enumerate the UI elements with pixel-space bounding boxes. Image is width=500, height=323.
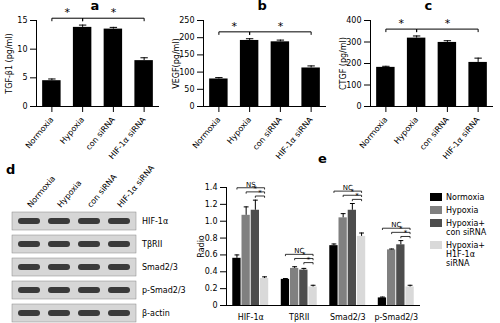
svg-text:Hypoxia: Hypoxia [58,115,86,146]
svg-text:Hypoxia: Hypoxia [225,115,253,146]
html-text:Hypoxia+ H1F-1α siRNA: Hypoxia+ H1F-1α siRNA [446,241,485,268]
svg-text:100: 100 [346,81,361,90]
svg-text:*: * [307,256,311,264]
svg-text:10: 10 [17,45,27,54]
svg-text:NS: NS [246,181,256,189]
svg-text:β-actin: β-actin [142,309,170,318]
svg-text:Normoxia: Normoxia [24,115,56,150]
svg-text:NC: NC [391,221,401,229]
svg-text:*: * [445,17,451,30]
svg-text:NC: NC [343,184,353,192]
svg-text:1.0: 1.0 [205,217,218,226]
svg-text:p-Smad2/3: p-Smad2/3 [142,286,186,295]
svg-text:Radio: Radio [197,235,206,258]
svg-text:1.2: 1.2 [205,200,218,209]
html-text:Normoxia: Normoxia [446,193,485,202]
svg-text:0.8: 0.8 [205,234,218,243]
svg-text:*: * [258,189,262,197]
svg-text:Normoxia: Normoxia [191,115,223,150]
svg-text:250: 250 [179,16,194,25]
svg-text:300: 300 [346,38,361,47]
svg-text:p-Smad2/3: p-Smad2/3 [374,313,418,322]
svg-text:Hypoxia: Hypoxia [392,115,420,146]
svg-text:*: * [404,229,408,237]
svg-text:con siRNA: con siRNA [418,115,451,152]
svg-text:0.4: 0.4 [205,267,218,276]
svg-text:HIF-1α siRNA: HIF-1α siRNA [107,115,148,161]
svg-text:200: 200 [346,59,361,68]
svg-text:con siRNA: con siRNA [251,115,284,152]
svg-text:*: * [399,17,405,30]
svg-text:Smad2/3: Smad2/3 [142,263,178,272]
svg-text:HIF-1α siRNA: HIF-1α siRNA [274,115,315,161]
svg-text:HIF-1α: HIF-1α [238,313,264,322]
svg-text:*: * [355,192,359,200]
svg-text:VEGF(pg/ml): VEGF(pg/ml) [172,38,181,88]
svg-text:TGF-β1 (pg/ml): TGF-β1 (pg/ml) [5,33,14,94]
svg-text:*: * [232,20,238,33]
html-text:Hypoxia+ con siRNA: Hypoxia+ con siRNA [446,219,487,237]
svg-text:50: 50 [184,85,194,94]
svg-text:HIF-1α siRNA: HIF-1α siRNA [116,163,157,209]
svg-text:Normoxia: Normoxia [358,115,390,150]
svg-text:1.4: 1.4 [205,183,218,192]
svg-text:15: 15 [17,16,27,25]
svg-text:200: 200 [179,33,194,42]
svg-text:NC: NC [294,247,304,255]
svg-text:Hypoxia: Hypoxia [56,179,84,210]
svg-text:5: 5 [22,73,27,82]
svg-text:*: * [111,6,117,19]
svg-text:CTGF (pg/ml): CTGF (pg/ml) [339,37,348,90]
svg-text:TβRII: TβRII [141,240,162,249]
svg-text:400: 400 [346,16,361,25]
svg-text:0: 0 [356,102,361,111]
svg-text:0: 0 [189,102,194,111]
svg-text:Smad2/3: Smad2/3 [330,313,366,322]
svg-text:Normoxia: Normoxia [26,174,58,209]
svg-text:HIF-1α: HIF-1α [142,217,168,226]
svg-text:0.2: 0.2 [205,284,218,293]
html-text:Hypoxia: Hypoxia [446,206,479,215]
svg-text:TβRII: TβRII [288,313,309,322]
html-text:d: d [6,162,16,177]
svg-text:0.6: 0.6 [205,250,218,259]
svg-text:HIF-1α siRNA: HIF-1α siRNA [441,115,482,161]
svg-text:*: * [278,20,284,33]
html-text:e: e [318,151,327,166]
svg-text:*: * [65,6,71,19]
svg-text:con siRNA: con siRNA [84,115,117,152]
svg-text:con siRNA: con siRNA [86,172,119,209]
svg-text:150: 150 [179,50,194,59]
svg-text:100: 100 [179,68,194,77]
svg-text:0: 0 [22,102,27,111]
svg-text:0: 0 [212,301,217,310]
